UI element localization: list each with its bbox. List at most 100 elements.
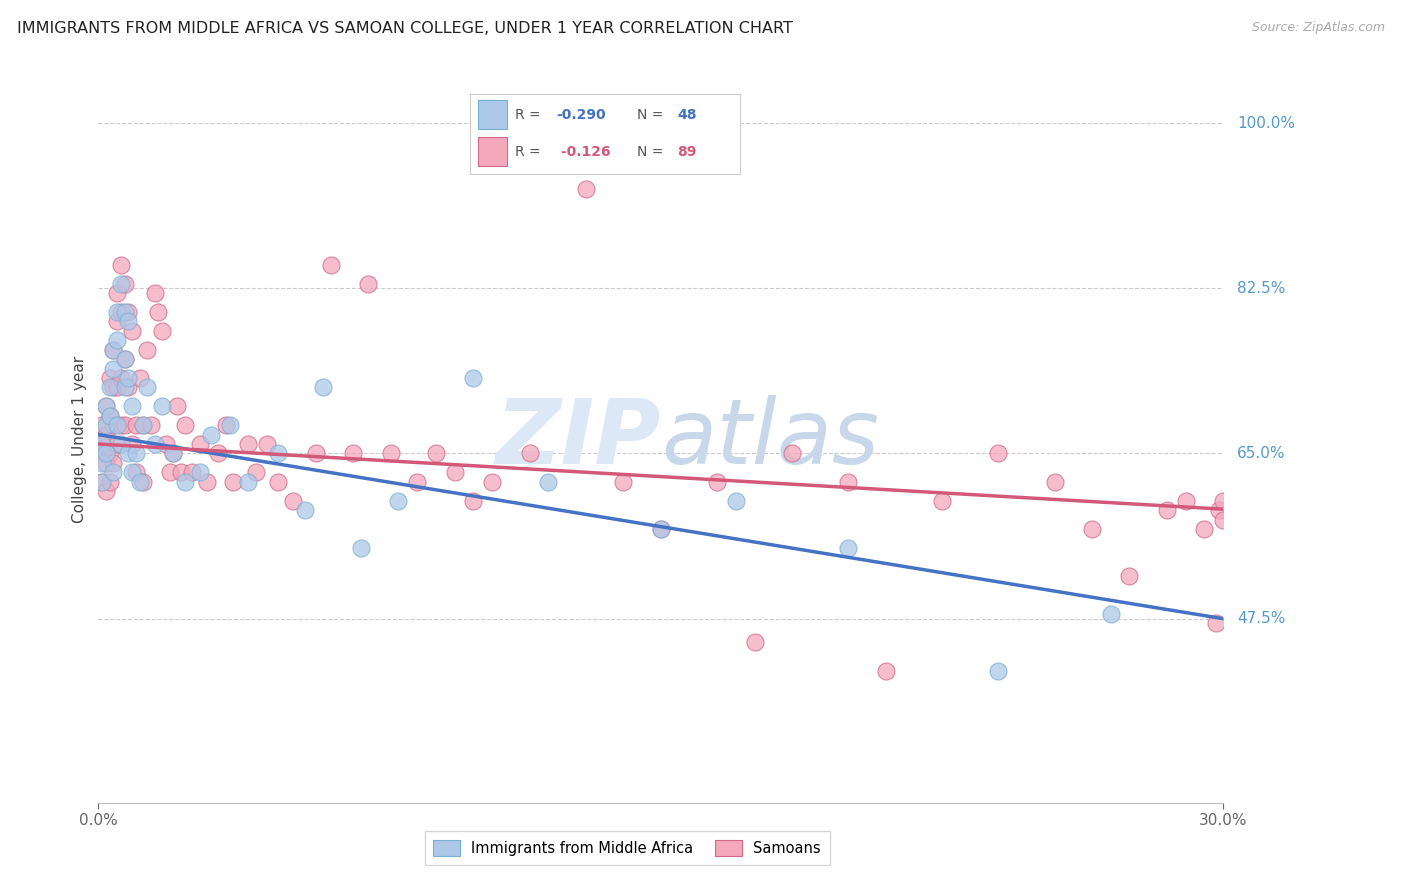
Point <box>215 418 238 433</box>
Point <box>114 305 136 319</box>
Point <box>425 446 447 460</box>
Point <box>121 466 143 480</box>
Point <box>114 352 136 367</box>
Point <box>166 399 188 413</box>
Point <box>350 541 373 555</box>
Point <box>1212 512 1234 526</box>
Point <box>267 475 290 489</box>
Point <box>706 475 728 489</box>
Point <box>128 475 150 489</box>
Point <box>267 446 290 460</box>
Point <box>125 466 148 480</box>
Point <box>132 418 155 433</box>
Point <box>200 427 222 442</box>
Point <box>98 475 121 489</box>
Point <box>387 493 409 508</box>
Point <box>1194 522 1216 536</box>
Point <box>105 418 128 433</box>
Point <box>612 475 634 489</box>
Point <box>181 466 204 480</box>
Point <box>114 277 136 291</box>
Point <box>114 418 136 433</box>
Point <box>294 503 316 517</box>
Point <box>136 380 159 394</box>
Point <box>1212 493 1234 508</box>
Point <box>125 446 148 460</box>
Point <box>98 446 121 460</box>
Point <box>1156 503 1178 517</box>
Point <box>1174 493 1197 508</box>
Point <box>117 305 139 319</box>
Point <box>117 371 139 385</box>
Text: 100.0%: 100.0% <box>1237 116 1295 130</box>
Point <box>780 446 803 460</box>
Point <box>91 418 114 433</box>
Point <box>110 305 132 319</box>
Point <box>110 437 132 451</box>
Point <box>139 418 162 433</box>
Text: IMMIGRANTS FROM MIDDLE AFRICA VS SAMOAN COLLEGE, UNDER 1 YEAR CORRELATION CHART: IMMIGRANTS FROM MIDDLE AFRICA VS SAMOAN … <box>17 21 793 37</box>
Point <box>105 437 128 451</box>
Point <box>256 437 278 451</box>
Point <box>94 399 117 413</box>
Point <box>188 437 211 451</box>
Point <box>463 371 485 385</box>
Point <box>150 324 173 338</box>
Point <box>121 437 143 451</box>
Point <box>94 399 117 413</box>
Point <box>114 380 136 394</box>
Point <box>1208 503 1230 517</box>
Point <box>357 277 380 291</box>
Point <box>238 437 260 451</box>
Point <box>312 380 335 394</box>
Point <box>121 324 143 338</box>
Point <box>91 475 114 489</box>
Point <box>114 352 136 367</box>
Point <box>837 541 859 555</box>
Point <box>319 258 342 272</box>
Point <box>481 475 503 489</box>
Point <box>91 437 114 451</box>
Point <box>103 418 125 433</box>
Point <box>173 475 195 489</box>
Point <box>91 456 114 470</box>
Point <box>1081 522 1104 536</box>
Point <box>103 361 125 376</box>
Legend: Immigrants from Middle Africa, Samoans: Immigrants from Middle Africa, Samoans <box>425 831 830 864</box>
Text: ZIP: ZIP <box>495 395 661 483</box>
Point <box>132 475 155 489</box>
Point <box>406 475 429 489</box>
Point <box>170 466 193 480</box>
Point <box>91 475 114 489</box>
Point <box>195 475 218 489</box>
Text: 47.5%: 47.5% <box>1237 611 1285 626</box>
Point <box>98 380 121 394</box>
Point <box>238 475 260 489</box>
Point <box>150 399 173 413</box>
Point <box>207 446 229 460</box>
Point <box>162 446 184 460</box>
Text: 65.0%: 65.0% <box>1237 446 1285 461</box>
Point <box>105 333 128 347</box>
Point <box>724 493 747 508</box>
Point <box>305 446 328 460</box>
Point <box>136 343 159 357</box>
Point <box>94 446 117 460</box>
Point <box>110 371 132 385</box>
Point <box>128 371 150 385</box>
Point <box>94 456 117 470</box>
Point <box>103 343 125 357</box>
Text: Source: ZipAtlas.com: Source: ZipAtlas.com <box>1251 21 1385 35</box>
Point <box>117 314 139 328</box>
Point <box>173 418 195 433</box>
Point <box>222 475 245 489</box>
Point <box>159 466 181 480</box>
Point <box>148 305 170 319</box>
Point <box>218 418 240 433</box>
Point <box>117 446 139 460</box>
Point <box>94 427 117 442</box>
Point <box>1043 475 1066 489</box>
Point <box>110 258 132 272</box>
Point <box>463 493 485 508</box>
Point <box>380 446 402 460</box>
